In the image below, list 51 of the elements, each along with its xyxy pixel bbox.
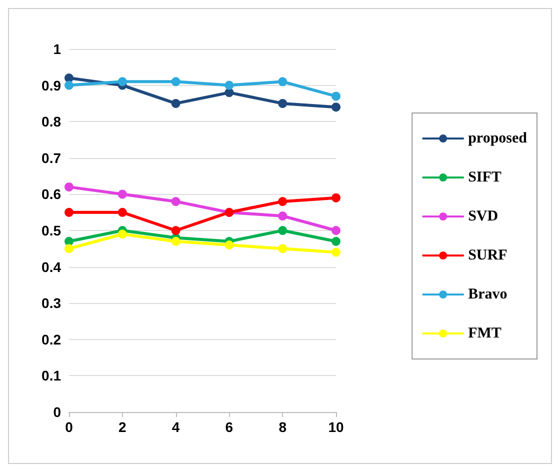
point (118, 230, 127, 239)
point (224, 240, 234, 250)
point (332, 92, 340, 101)
y-tick-label: 0.3 (42, 295, 62, 312)
y-tick-label: 0.7 (42, 150, 62, 166)
point (64, 80, 74, 90)
point (332, 226, 340, 235)
point (332, 248, 340, 257)
y-tick-label: 0.1 (42, 368, 62, 384)
y-tick-label: 0.2 (42, 331, 62, 348)
point (171, 77, 180, 86)
point (332, 236, 340, 246)
y-tick-label: 0.4 (42, 258, 62, 275)
point (171, 98, 180, 108)
point (278, 196, 288, 206)
legend-label: SURF (468, 248, 508, 264)
point (64, 182, 74, 192)
y-tick-label: 0 (53, 404, 62, 420)
x-tick-label: 2 (118, 419, 126, 435)
x-tick-label: 10 (328, 419, 344, 435)
point (278, 98, 288, 108)
point (64, 244, 74, 254)
point (64, 74, 74, 83)
x-tick-label: 8 (278, 419, 287, 435)
y-tick-label: 0.9 (42, 77, 62, 94)
point (332, 193, 340, 202)
point (224, 80, 234, 90)
point (278, 226, 288, 235)
point (278, 244, 288, 254)
point (278, 211, 288, 220)
point (332, 102, 340, 112)
y-tick-label: 0.5 (42, 222, 62, 238)
point (171, 196, 180, 206)
point (64, 208, 74, 217)
point (278, 77, 288, 86)
x-tick-label: 6 (225, 419, 234, 435)
x-tick-label: 4 (172, 419, 180, 435)
point (171, 236, 180, 246)
point (118, 77, 127, 86)
y-tick-label: 1 (53, 41, 62, 57)
x-tick-label: 0 (65, 419, 74, 435)
y-tick-label: 0.8 (42, 114, 62, 130)
legend-label: Bravo (468, 286, 508, 302)
legend-label: SIFT (468, 170, 502, 186)
y-tick-label: 0.6 (42, 186, 62, 202)
point (118, 208, 127, 217)
point (171, 226, 180, 235)
legend-label: proposed (468, 130, 528, 146)
point (118, 190, 127, 199)
legend-label: FMT (468, 326, 502, 342)
legend-label: SVD (468, 208, 498, 224)
